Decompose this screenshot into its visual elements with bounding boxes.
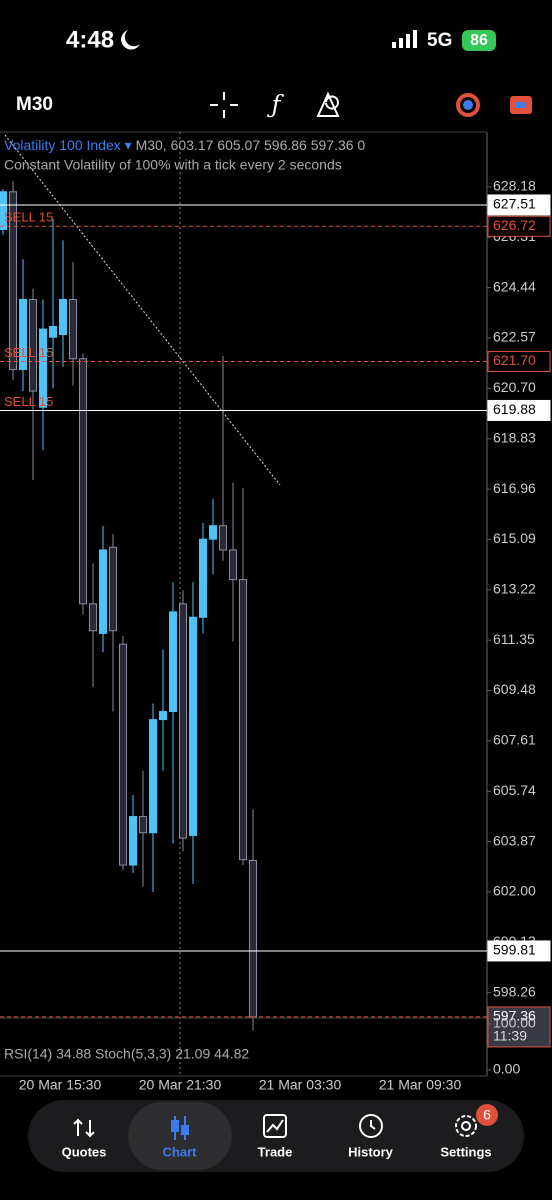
candle-body <box>0 191 7 230</box>
candle-body <box>9 191 17 371</box>
y-tick-label: 628.18 <box>493 178 536 194</box>
x-tick-label: 21 Mar 09:30 <box>379 1077 462 1093</box>
candle-body <box>139 816 147 834</box>
clock: 4:48 <box>66 26 114 53</box>
account-icon-inner <box>516 102 526 108</box>
nav-label[interactable]: History <box>348 1144 394 1159</box>
candle-body <box>99 549 107 634</box>
y-tick-label: 622.57 <box>493 329 536 345</box>
candle-body <box>79 358 87 605</box>
candle-body <box>209 525 217 540</box>
candle-body <box>19 299 27 371</box>
price-box <box>487 194 551 216</box>
candle-body <box>179 603 187 839</box>
indicator-tick-label: 0.00 <box>493 1061 520 1077</box>
candle-body <box>109 546 117 632</box>
x-tick-label: 21 Mar 03:30 <box>259 1077 342 1093</box>
y-tick-label: 598.26 <box>493 983 536 999</box>
nav-active <box>128 1102 232 1170</box>
candle-body <box>119 643 127 866</box>
order-label[interactable]: SELL 15 <box>4 394 53 409</box>
price-label: 626.72 <box>493 217 536 233</box>
candle-body <box>59 299 67 336</box>
candle-body <box>129 816 137 866</box>
price-label: 627.51 <box>493 196 536 212</box>
candle-body <box>69 299 77 360</box>
candle-body <box>239 579 247 861</box>
timeframe[interactable]: M30 <box>16 94 53 115</box>
badge <box>476 1104 498 1126</box>
y-tick-label: 611.35 <box>493 631 535 647</box>
x-tick-label: 20 Mar 15:30 <box>19 1077 102 1093</box>
y-tick-label: 603.87 <box>493 832 536 848</box>
signal-icon <box>392 30 417 48</box>
candle-body <box>89 603 97 632</box>
nav-label[interactable]: Trade <box>258 1144 293 1159</box>
y-tick-label: 615.09 <box>493 530 536 546</box>
candle-body <box>189 616 197 836</box>
symbol-dropdown[interactable]: ▾ <box>121 137 136 153</box>
y-tick-label: 620.70 <box>493 379 536 395</box>
order-label[interactable]: SELL 15 <box>4 210 53 225</box>
price-label: 597.36 <box>493 1008 536 1024</box>
candle-body <box>169 611 177 713</box>
y-tick-label: 609.48 <box>493 681 536 697</box>
plot <box>0 181 487 1031</box>
battery-level: 86 <box>470 32 488 49</box>
candle-body <box>199 538 207 618</box>
price-box <box>487 940 551 962</box>
y-tick-label: 605.74 <box>493 782 536 798</box>
battery <box>462 30 496 51</box>
y-tick-label: 624.44 <box>493 278 536 294</box>
chart-header: Volatility 100 Index ▾ M30, 603.17 605.0… <box>4 137 365 153</box>
price-box <box>487 215 551 237</box>
moon-icon <box>121 30 140 50</box>
price-label: 599.81 <box>493 942 536 958</box>
badge-count: 6 <box>483 1107 491 1123</box>
indicator-label: RSI(14) 34.88 Stoch(5,3,3) 21.09 44.82 <box>4 1046 249 1062</box>
candle-body <box>159 711 167 721</box>
ohlc-info: M30, 603.17 605.07 596.86 597.36 0 <box>136 137 366 153</box>
candle-body <box>229 549 237 581</box>
objects-icon[interactable] <box>316 91 340 117</box>
price-label: 621.70 <box>493 352 536 368</box>
nav-label[interactable]: Quotes <box>62 1144 107 1159</box>
order-label[interactable]: SELL 15 <box>4 345 53 360</box>
y-tick-label: 618.83 <box>493 429 536 445</box>
candle-body <box>219 525 227 551</box>
x-tick-label: 20 Mar 21:30 <box>139 1077 222 1093</box>
nav-label[interactable]: Settings <box>440 1144 491 1159</box>
crosshair-icon[interactable] <box>210 92 238 118</box>
y-tick-label: 616.96 <box>493 480 536 496</box>
candle-body <box>249 859 257 1018</box>
nav: Quotes Chart Trade History Settings <box>62 1144 492 1159</box>
countdown: 11:39 <box>493 1028 527 1044</box>
candle-body <box>149 719 157 834</box>
trade-icon[interactable] <box>456 93 480 117</box>
y-tick-label: 602.00 <box>493 883 536 899</box>
nav-icons <box>73 1114 477 1140</box>
trade-icon-dot <box>463 100 473 110</box>
candle-body <box>39 328 47 408</box>
price-box <box>487 1006 551 1048</box>
y-tick-label: 613.22 <box>493 581 536 597</box>
y-tick-label: 607.61 <box>493 732 536 748</box>
network: 5G <box>427 30 452 51</box>
indicator-tick-label: 100.00 <box>493 1015 536 1031</box>
candle-body <box>49 325 57 338</box>
price-box <box>487 350 551 372</box>
symbol-description: Constant Volatility of 100% with a tick … <box>4 157 342 173</box>
candle-body <box>29 299 37 392</box>
symbol[interactable]: Volatility 100 Index <box>4 137 121 153</box>
indicator-icon[interactable]: ƒ <box>267 91 285 119</box>
price-box <box>487 399 551 421</box>
price-label: 619.88 <box>493 401 536 417</box>
nav-label[interactable]: Chart <box>163 1144 198 1159</box>
